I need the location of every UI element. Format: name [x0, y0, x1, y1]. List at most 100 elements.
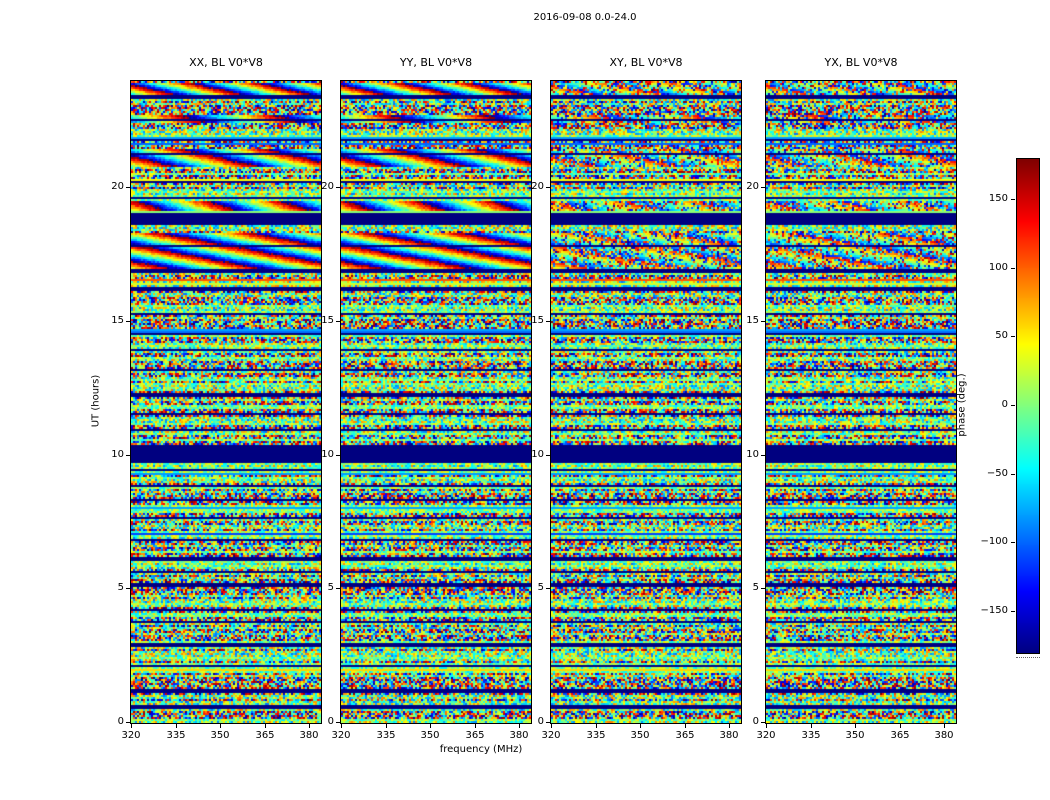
colorbar-underflow-mark — [1016, 657, 1040, 658]
heatmap-canvas-xx — [131, 81, 321, 723]
y-tick-mark — [126, 187, 130, 188]
y-tick-mark — [336, 187, 340, 188]
y-tick-label: 5 — [327, 582, 334, 593]
x-tick-mark — [551, 724, 552, 728]
x-tick-label: 350 — [420, 730, 440, 741]
x-tick-label: 320 — [756, 730, 776, 741]
y-tick-mark — [761, 588, 765, 589]
x-tick-mark — [475, 724, 476, 728]
x-tick-label: 320 — [541, 730, 561, 741]
x-tick-mark — [729, 724, 730, 728]
y-axis-label: UT (hours) — [90, 374, 102, 428]
colorbar-tick-label: −150 — [980, 605, 1008, 616]
x-tick-mark — [811, 724, 812, 728]
colorbar-canvas — [1017, 159, 1039, 653]
panel-yy — [340, 80, 532, 724]
x-tick-label: 365 — [255, 730, 275, 741]
x-tick-label: 350 — [210, 730, 230, 741]
y-tick-label: 0 — [327, 716, 334, 727]
colorbar-tick-mark — [1011, 474, 1015, 475]
figure-title: 2016-09-08 0.0-24.0 — [533, 12, 637, 23]
y-tick-mark — [546, 321, 550, 322]
x-tick-mark — [944, 724, 945, 728]
panel-xx — [130, 80, 322, 724]
colorbar-tick-label: −50 — [986, 468, 1008, 479]
y-tick-label: 5 — [752, 582, 759, 593]
y-tick-label: 10 — [321, 449, 334, 460]
panel-title-xy: XY, BL V0*V8 — [609, 56, 683, 69]
x-tick-mark — [640, 724, 641, 728]
y-tick-label: 15 — [531, 315, 544, 326]
x-tick-mark — [386, 724, 387, 728]
y-tick-label: 20 — [321, 181, 334, 192]
x-tick-mark — [309, 724, 310, 728]
y-tick-mark — [546, 722, 550, 723]
y-tick-mark — [761, 321, 765, 322]
colorbar-label: phase (deg.) — [956, 373, 968, 437]
x-tick-label: 350 — [845, 730, 865, 741]
colorbar-tick-mark — [1011, 611, 1015, 612]
y-tick-label: 20 — [531, 181, 544, 192]
x-tick-label: 335 — [166, 730, 186, 741]
y-tick-label: 20 — [111, 181, 124, 192]
y-tick-mark — [126, 455, 130, 456]
colorbar-tick-mark — [1011, 268, 1015, 269]
x-tick-label: 380 — [719, 730, 739, 741]
x-tick-label: 365 — [465, 730, 485, 741]
panel-title-yy: YY, BL V0*V8 — [399, 56, 473, 69]
x-tick-mark — [430, 724, 431, 728]
x-tick-mark — [341, 724, 342, 728]
x-tick-label: 335 — [801, 730, 821, 741]
panel-yx — [765, 80, 957, 724]
y-tick-mark — [546, 588, 550, 589]
colorbar-tick-mark — [1011, 405, 1015, 406]
y-tick-label: 0 — [752, 716, 759, 727]
y-tick-label: 15 — [746, 315, 759, 326]
heatmap-canvas-xy — [551, 81, 741, 723]
panel-xy — [550, 80, 742, 724]
x-tick-mark — [265, 724, 266, 728]
x-axis-label: frequency (MHz) — [439, 744, 523, 755]
heatmap-canvas-yx — [766, 81, 956, 723]
y-tick-mark — [336, 455, 340, 456]
x-tick-label: 365 — [890, 730, 910, 741]
x-tick-label: 320 — [121, 730, 141, 741]
y-tick-mark — [546, 455, 550, 456]
colorbar-tick-label: −100 — [980, 536, 1008, 547]
y-tick-mark — [546, 187, 550, 188]
x-tick-label: 335 — [376, 730, 396, 741]
x-tick-mark — [176, 724, 177, 728]
colorbar-tick-label: 100 — [988, 262, 1008, 273]
x-tick-label: 380 — [509, 730, 529, 741]
x-tick-label: 350 — [630, 730, 650, 741]
y-tick-label: 0 — [537, 716, 544, 727]
y-tick-label: 10 — [531, 449, 544, 460]
x-tick-label: 365 — [675, 730, 695, 741]
x-tick-mark — [685, 724, 686, 728]
panel-title-xx: XX, BL V0*V8 — [189, 56, 263, 69]
x-tick-mark — [900, 724, 901, 728]
y-tick-mark — [336, 588, 340, 589]
x-tick-mark — [519, 724, 520, 728]
y-tick-mark — [761, 722, 765, 723]
colorbar-tick-mark — [1011, 336, 1015, 337]
y-tick-label: 10 — [111, 449, 124, 460]
y-tick-label: 20 — [746, 181, 759, 192]
y-tick-label: 5 — [117, 582, 124, 593]
x-tick-label: 335 — [586, 730, 606, 741]
x-tick-mark — [131, 724, 132, 728]
y-tick-label: 15 — [111, 315, 124, 326]
panel-title-yx: YX, BL V0*V8 — [824, 56, 898, 69]
heatmap-canvas-yy — [341, 81, 531, 723]
y-tick-mark — [761, 187, 765, 188]
y-tick-label: 5 — [537, 582, 544, 593]
colorbar-tick-label: 0 — [1001, 399, 1008, 410]
colorbar-tick-mark — [1011, 199, 1015, 200]
y-tick-mark — [336, 321, 340, 322]
y-tick-mark — [126, 722, 130, 723]
y-tick-mark — [126, 321, 130, 322]
x-tick-mark — [855, 724, 856, 728]
y-tick-mark — [126, 588, 130, 589]
x-tick-mark — [766, 724, 767, 728]
